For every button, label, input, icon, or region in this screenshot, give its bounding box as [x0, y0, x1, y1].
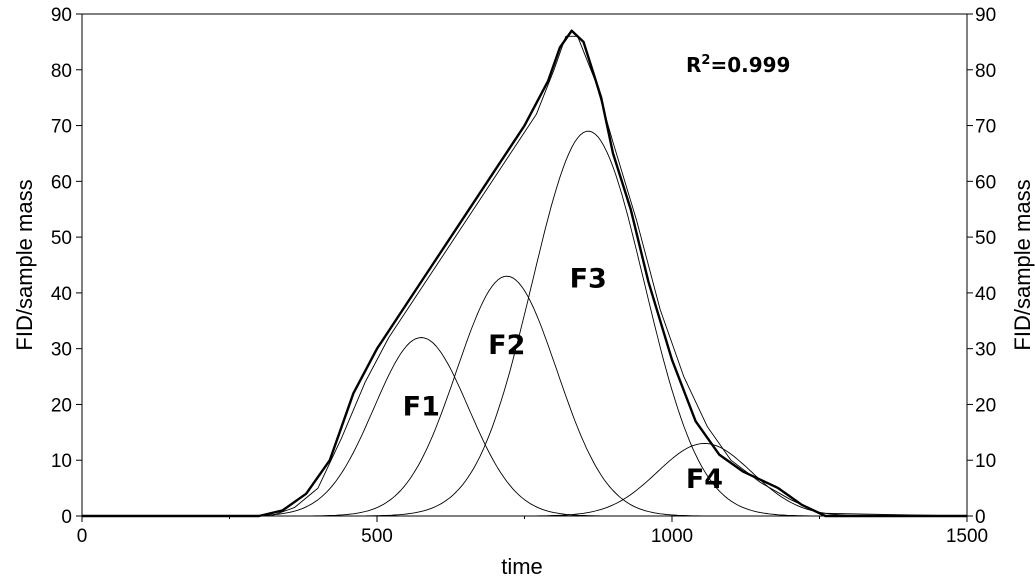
peak-f1-curve: [82, 337, 967, 517]
peak-f3-curve: [82, 130, 967, 517]
x-axis-title: time: [501, 554, 543, 578]
y-tick-label-right: 0: [975, 507, 986, 528]
fitted-curve: [82, 35, 968, 517]
y-tick-label-left: 30: [51, 340, 72, 361]
plot-frame: [81, 13, 968, 517]
y-tick-label-right: 60: [975, 172, 996, 193]
y-tick-label-right: 20: [975, 395, 996, 416]
peak-f1-label: F1: [403, 392, 440, 423]
peak-f4-curve: [82, 443, 967, 517]
y-tick-label-left: 20: [51, 395, 72, 416]
y-tick-label-left: 70: [51, 117, 72, 138]
y-tick-label-left: 80: [51, 61, 72, 82]
peak-f2-label: F2: [488, 330, 525, 361]
y-tick-label-left: 50: [51, 228, 72, 249]
y-tick-label-right: 80: [975, 61, 996, 82]
y-tick-label-right: 30: [975, 340, 996, 361]
r-squared-prefix: R: [686, 53, 701, 77]
r-squared-annotation: R2=0.999: [686, 53, 790, 77]
r-squared-superscript: 2: [701, 53, 710, 68]
peak-f4-label: F4: [686, 464, 723, 495]
x-tick-label: 0: [77, 526, 88, 547]
y-tick-label-right: 70: [975, 117, 996, 138]
y-tick-label-left: 90: [51, 5, 72, 26]
y-tick-label-right: 10: [975, 451, 996, 472]
x-tick-label: 500: [361, 526, 393, 547]
peak-f3-label: F3: [570, 263, 607, 294]
y-tick-label-right: 40: [975, 284, 996, 305]
r-squared-value: =0.999: [710, 53, 790, 77]
y-axis-title-left: FID/sample mass: [12, 179, 37, 350]
y-axis-title-right: FID/sample mass: [1010, 179, 1035, 350]
y-tick-label-left: 40: [51, 284, 72, 305]
y-tick-label-left: 60: [51, 172, 72, 193]
peak-f2-curve: [82, 275, 967, 517]
x-tick-label: 1000: [651, 526, 693, 547]
y-tick-label-right: 90: [975, 5, 996, 26]
y-tick-label-left: 0: [61, 507, 72, 528]
y-tick-label-right: 50: [975, 228, 996, 249]
y-tick-label-left: 10: [51, 451, 72, 472]
x-tick-label: 1500: [946, 526, 988, 547]
measured-curve: [82, 29, 967, 518]
